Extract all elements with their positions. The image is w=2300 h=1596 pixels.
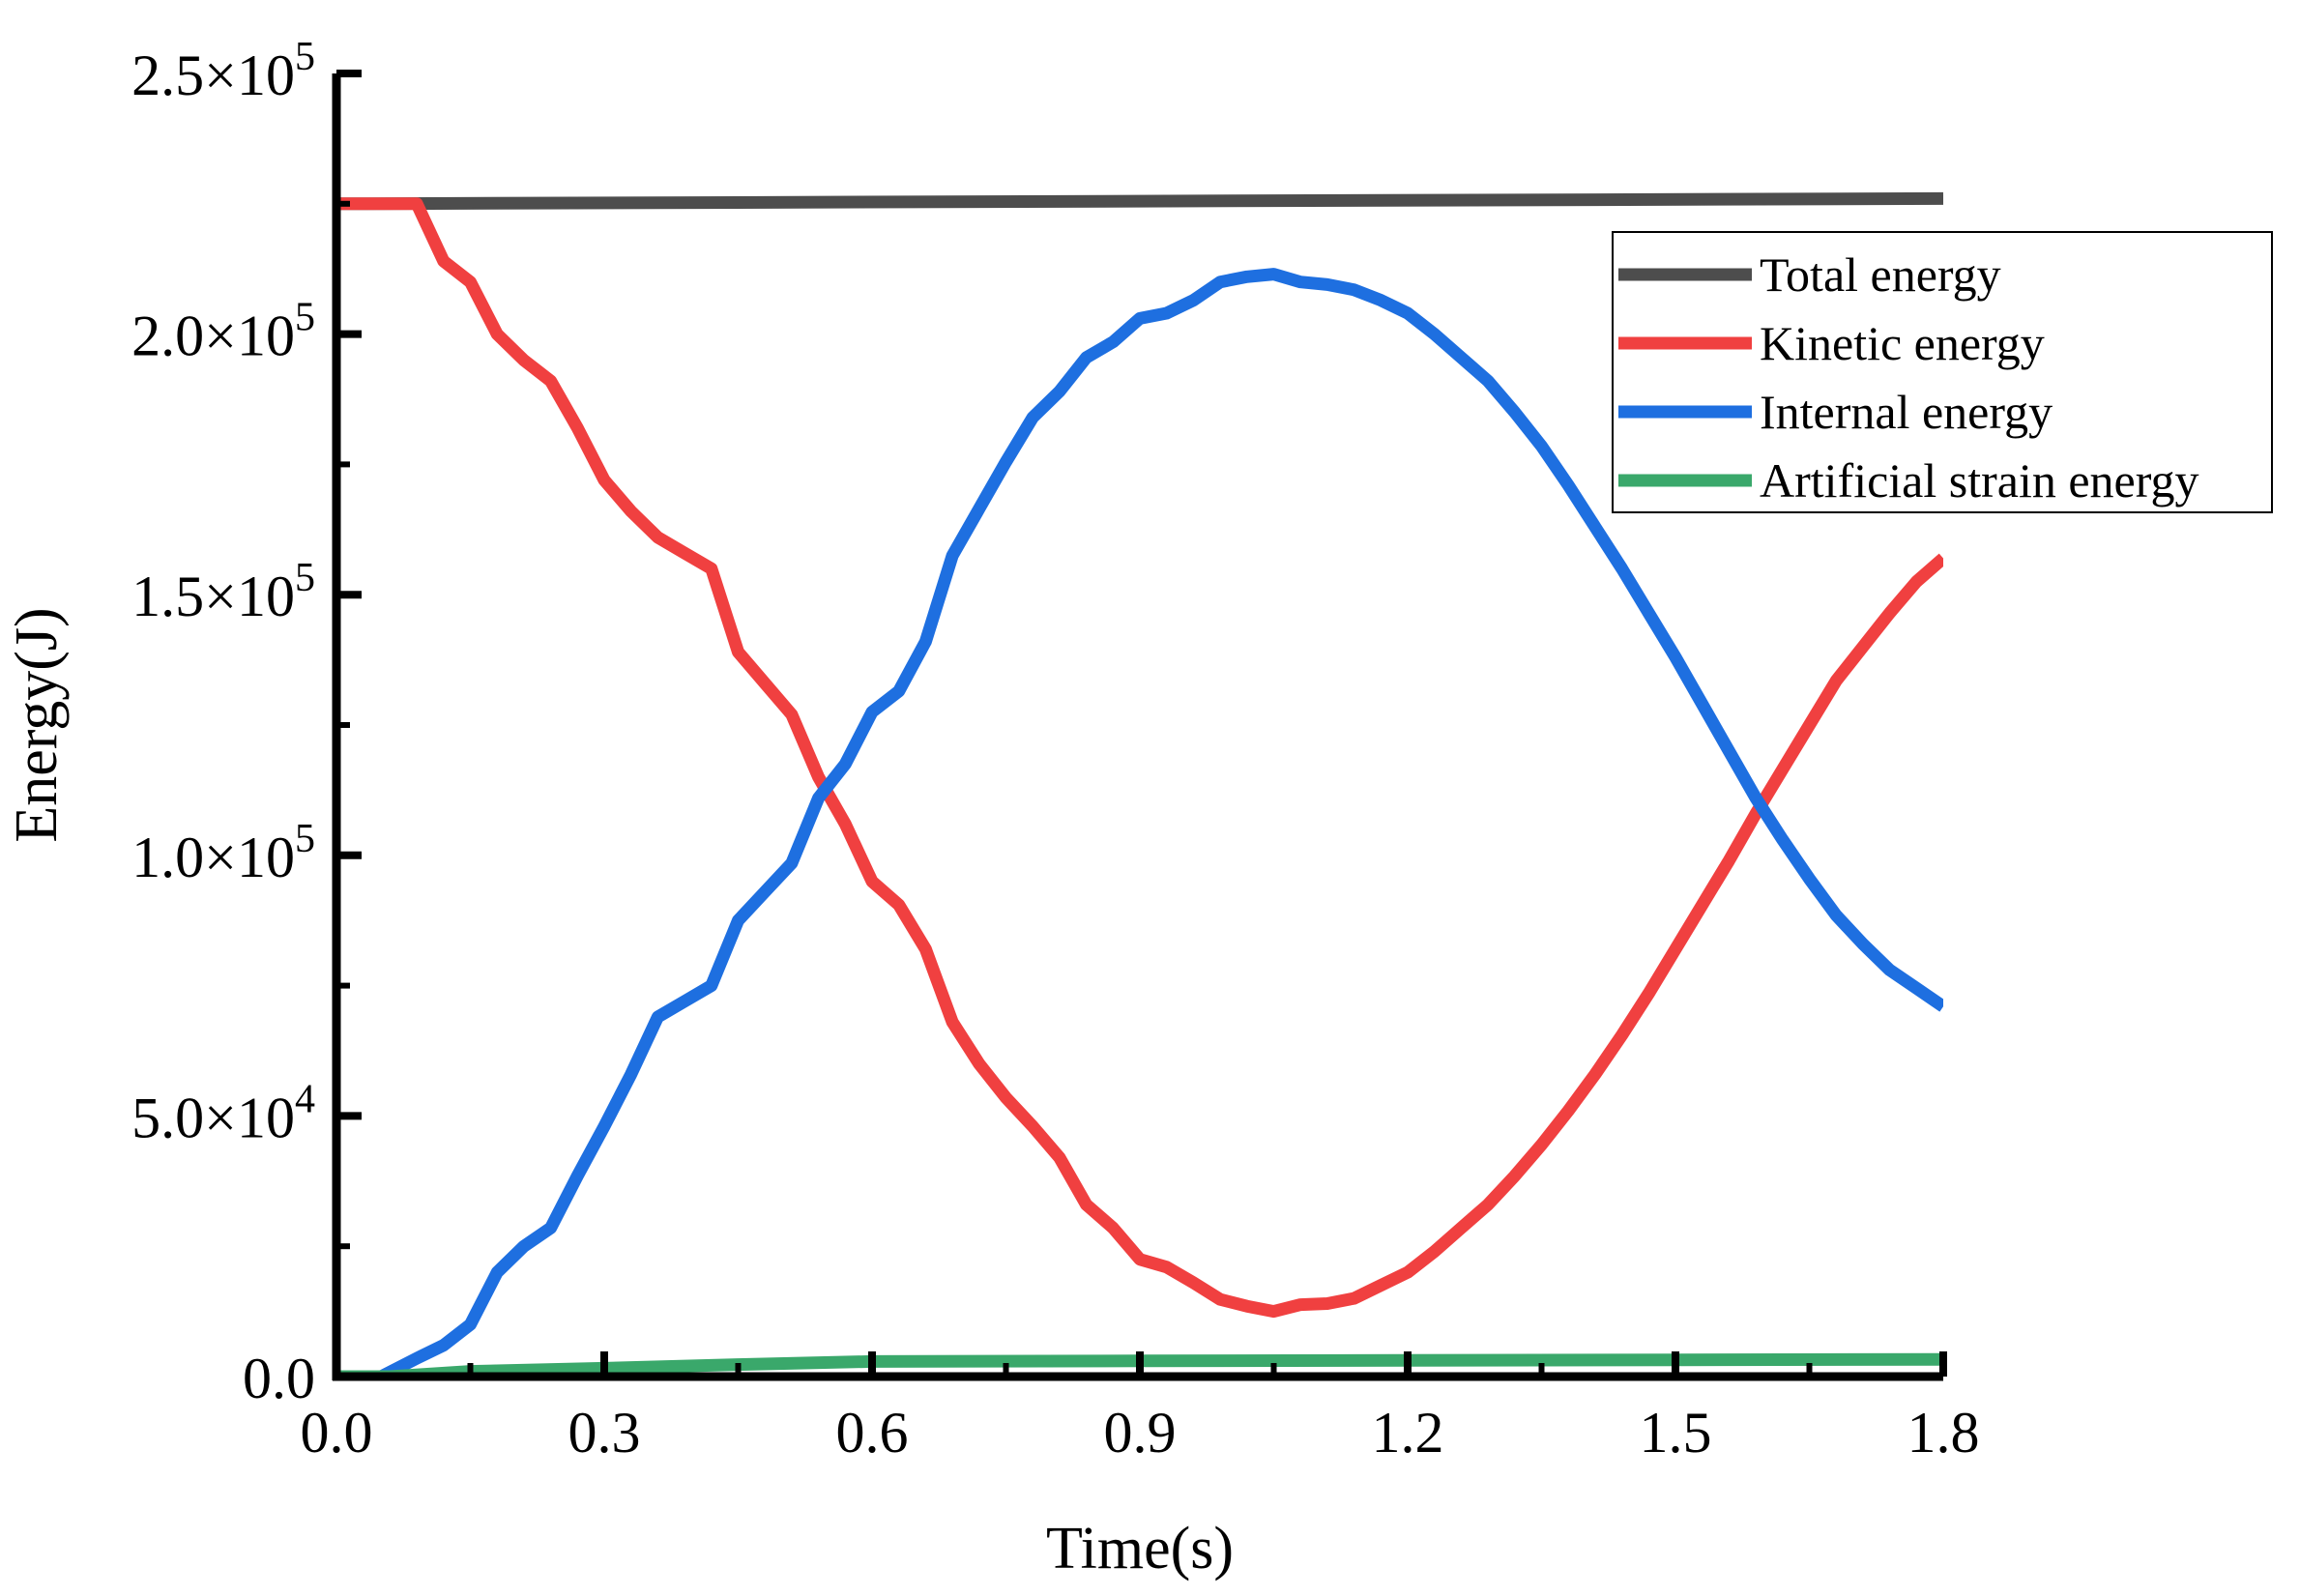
y-tick-label: 1.0×105 <box>131 817 315 889</box>
legend-label: Artificial strain energy <box>1760 453 2198 508</box>
y-axis-title: Energy(J) <box>4 607 70 842</box>
legend: Total energy Kinetic energy Internal energ… <box>1612 231 2273 513</box>
x-tick-label: 0.3 <box>568 1401 641 1465</box>
y-tick-label: 2.0×105 <box>131 296 315 368</box>
series-line-internal-energy <box>336 268 1943 1377</box>
x-tick-label: 0.6 <box>836 1401 909 1465</box>
y-tick-label: 5.0×104 <box>131 1077 315 1149</box>
x-axis-title: Time(s) <box>1046 1516 1234 1581</box>
legend-label: Kinetic energy <box>1760 316 2045 370</box>
series-line-total-energy <box>336 191 1943 211</box>
legend-label: Total energy <box>1760 247 2001 302</box>
y-tick-label: 1.5×105 <box>131 556 315 628</box>
ticks <box>333 70 1947 1380</box>
legend-label: Internal energy <box>1760 385 2053 439</box>
x-tick-label: 1.2 <box>1372 1401 1444 1465</box>
series-line-kinetic-energy <box>336 197 1943 1319</box>
y-tick-label: 2.5×105 <box>131 35 315 107</box>
y-tick-label: 0.0 <box>243 1347 315 1410</box>
x-tick-label: 1.5 <box>1640 1401 1712 1465</box>
x-tick-label: 0.9 <box>1104 1401 1177 1465</box>
tick-labels: 0.0 0.3 0.6 0.9 1.2 1.5 1.8 0.0 5.0×104 1.0×105 1.… <box>131 35 1979 1465</box>
x-tick-label: 1.8 <box>1907 1401 1980 1465</box>
x-tick-label: 0.0 <box>301 1401 373 1465</box>
